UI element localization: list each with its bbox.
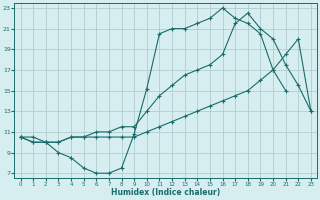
- X-axis label: Humidex (Indice chaleur): Humidex (Indice chaleur): [111, 188, 220, 197]
